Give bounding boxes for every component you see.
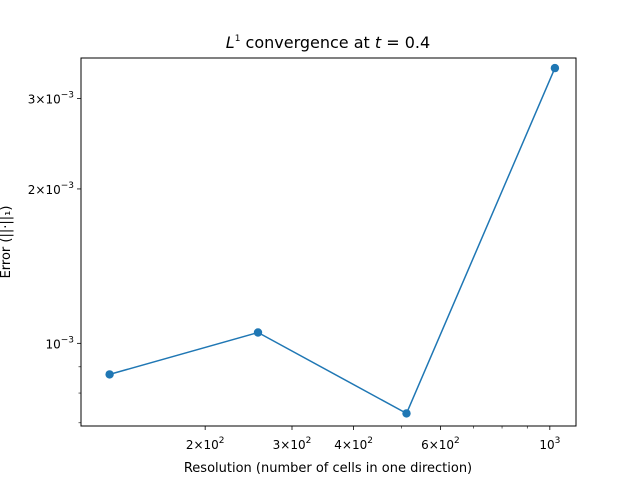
x-tick-label: 4×102 bbox=[334, 436, 373, 452]
y-axis-label: Error (||·||₁) bbox=[0, 206, 14, 279]
data-point bbox=[402, 409, 411, 418]
series-layer bbox=[105, 63, 560, 418]
data-point bbox=[105, 370, 114, 379]
chart-title: L1 convergence at t = 0.4 bbox=[226, 33, 430, 52]
y-tick-label: 3×10−3 bbox=[28, 91, 74, 107]
x-tick-label: 2×102 bbox=[186, 436, 225, 452]
x-tick-label: 3×102 bbox=[273, 436, 312, 452]
data-point bbox=[253, 328, 263, 337]
x-tick-label: 6×102 bbox=[421, 436, 460, 452]
data-point bbox=[550, 63, 560, 73]
series-line bbox=[109, 67, 556, 415]
x-tick-label: 103 bbox=[539, 436, 560, 452]
x-axis-label: Resolution (number of cells in one direc… bbox=[184, 461, 472, 476]
y-tick-label: 2×10−3 bbox=[28, 181, 74, 197]
plot-frame bbox=[80, 57, 577, 427]
y-tick-label: 10−3 bbox=[45, 335, 74, 351]
axis-ticks: 2×102 3×102 4×102 6×102 103 10−3 2×10−3 3×10−3 bbox=[28, 91, 561, 452]
